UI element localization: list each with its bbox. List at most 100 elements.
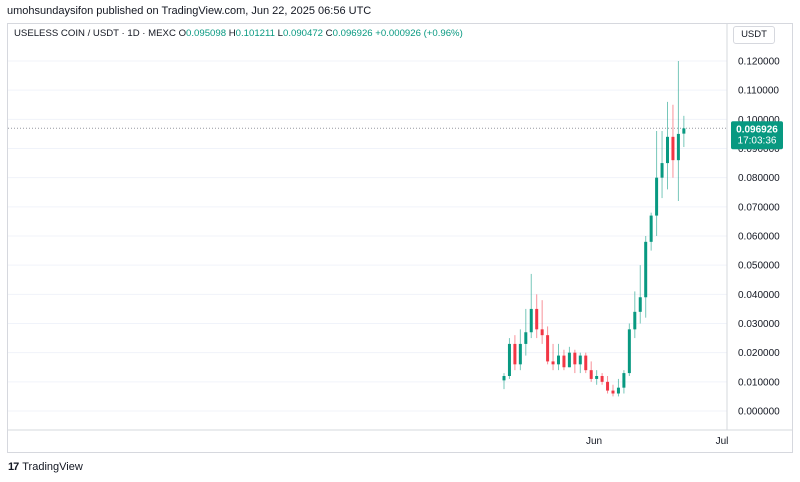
last-price-tag-bg <box>731 121 783 150</box>
candle <box>551 343 555 371</box>
y-tick-label: 0.120000 <box>738 57 780 68</box>
price-axis: 0.000000 0.010000 0.020000 0.030000 0.040000… <box>738 57 780 418</box>
candle-body <box>633 311 637 330</box>
candle <box>540 300 544 344</box>
candle-body <box>513 343 517 365</box>
candle-body <box>573 352 577 365</box>
candle-body <box>567 352 571 368</box>
candle <box>649 212 653 251</box>
candle <box>638 265 642 324</box>
candle-body <box>666 136 669 164</box>
candle <box>507 338 511 379</box>
candle-body <box>589 370 593 379</box>
candle <box>589 361 593 382</box>
low-value: 0.090472 <box>282 28 323 39</box>
candle <box>578 352 582 374</box>
candle <box>616 378 620 397</box>
candle <box>513 335 517 371</box>
candle-body <box>660 163 664 178</box>
y-tick-label: 0.070000 <box>738 202 780 213</box>
candle <box>606 376 610 394</box>
candle-body <box>616 387 620 394</box>
candle <box>502 373 506 390</box>
candle <box>627 323 631 376</box>
candle-body <box>627 329 631 374</box>
time-axis: Jun Jul <box>586 436 728 447</box>
y-tick-label: 0.040000 <box>738 290 780 301</box>
published-header: umohsundaysifon published on TradingView… <box>7 5 372 17</box>
y-tick-label: 0.080000 <box>738 173 780 184</box>
candle <box>644 236 648 318</box>
candle <box>524 308 528 356</box>
symbol-name[interactable]: USELESS COIN / USDT · 1D · MEXC <box>14 28 176 39</box>
candle <box>655 131 659 236</box>
candle-body <box>557 355 560 365</box>
candle-body <box>671 136 675 161</box>
tradingview-footer[interactable]: 17 TradingView <box>8 461 83 473</box>
candle <box>546 326 550 365</box>
open-label: O <box>178 28 187 39</box>
candle-body <box>595 376 599 379</box>
candle <box>535 294 539 339</box>
close-value: 0.096926 <box>332 28 373 39</box>
candle <box>666 101 669 190</box>
candle-body <box>606 381 610 391</box>
candle <box>633 291 637 339</box>
candle-body <box>578 355 582 365</box>
candle <box>529 273 533 339</box>
candle <box>611 384 615 397</box>
candle-body <box>546 335 550 362</box>
y-tick-label: 0.100000 <box>738 115 780 126</box>
candle-body <box>655 177 659 216</box>
candle <box>600 373 604 385</box>
open-value: 0.095098 <box>186 28 227 39</box>
candle-body <box>502 376 506 381</box>
candle-body <box>562 355 566 368</box>
candle-body <box>529 308 533 333</box>
candle <box>682 115 686 148</box>
y-tick-label: 0.000000 <box>738 407 780 418</box>
currency-button[interactable]: USDT <box>733 26 775 44</box>
high-label: H <box>228 28 236 39</box>
last-price-value: 0.096926 <box>736 124 778 135</box>
chart-frame[interactable] <box>7 23 793 453</box>
candle-body <box>649 215 653 242</box>
candle-body <box>524 332 528 344</box>
candle <box>622 370 626 394</box>
last-price-tag: 0.096926 17:03:36 <box>731 121 783 150</box>
low-label: L <box>277 28 283 39</box>
candle <box>584 352 588 374</box>
candle-body <box>676 133 680 161</box>
candle <box>518 329 522 371</box>
candle-body <box>611 390 615 394</box>
candle <box>562 349 566 371</box>
candle-body <box>682 128 686 134</box>
candle-body <box>535 308 539 330</box>
candle-body <box>584 355 588 371</box>
candle-body <box>600 376 604 382</box>
symbol-legend[interactable]: USELESS COIN / USDT · 1D · MEXC O0.09509… <box>14 28 463 39</box>
y-tick-label: 0.060000 <box>738 232 780 243</box>
candle-body <box>644 241 648 298</box>
change-value: +0.000926 (+0.96%) <box>375 28 463 39</box>
high-value: 0.101211 <box>235 28 275 39</box>
candle-body <box>540 329 544 336</box>
x-tick-label: Jul <box>716 436 729 447</box>
bar-countdown: 17:03:36 <box>738 135 777 146</box>
candle <box>573 349 577 374</box>
candle <box>676 61 680 201</box>
candle-body <box>518 343 522 365</box>
y-tick-label: 0.110000 <box>738 86 779 97</box>
candle <box>567 346 571 368</box>
grid-layer <box>8 60 727 412</box>
candle-body <box>622 373 626 388</box>
candle <box>671 104 675 178</box>
close-label: C <box>325 28 333 39</box>
candle <box>595 370 599 385</box>
candle-body <box>507 343 511 376</box>
candle-body <box>551 361 555 365</box>
candle <box>557 343 560 371</box>
candles-layer <box>502 61 686 397</box>
candle-body <box>638 297 642 312</box>
